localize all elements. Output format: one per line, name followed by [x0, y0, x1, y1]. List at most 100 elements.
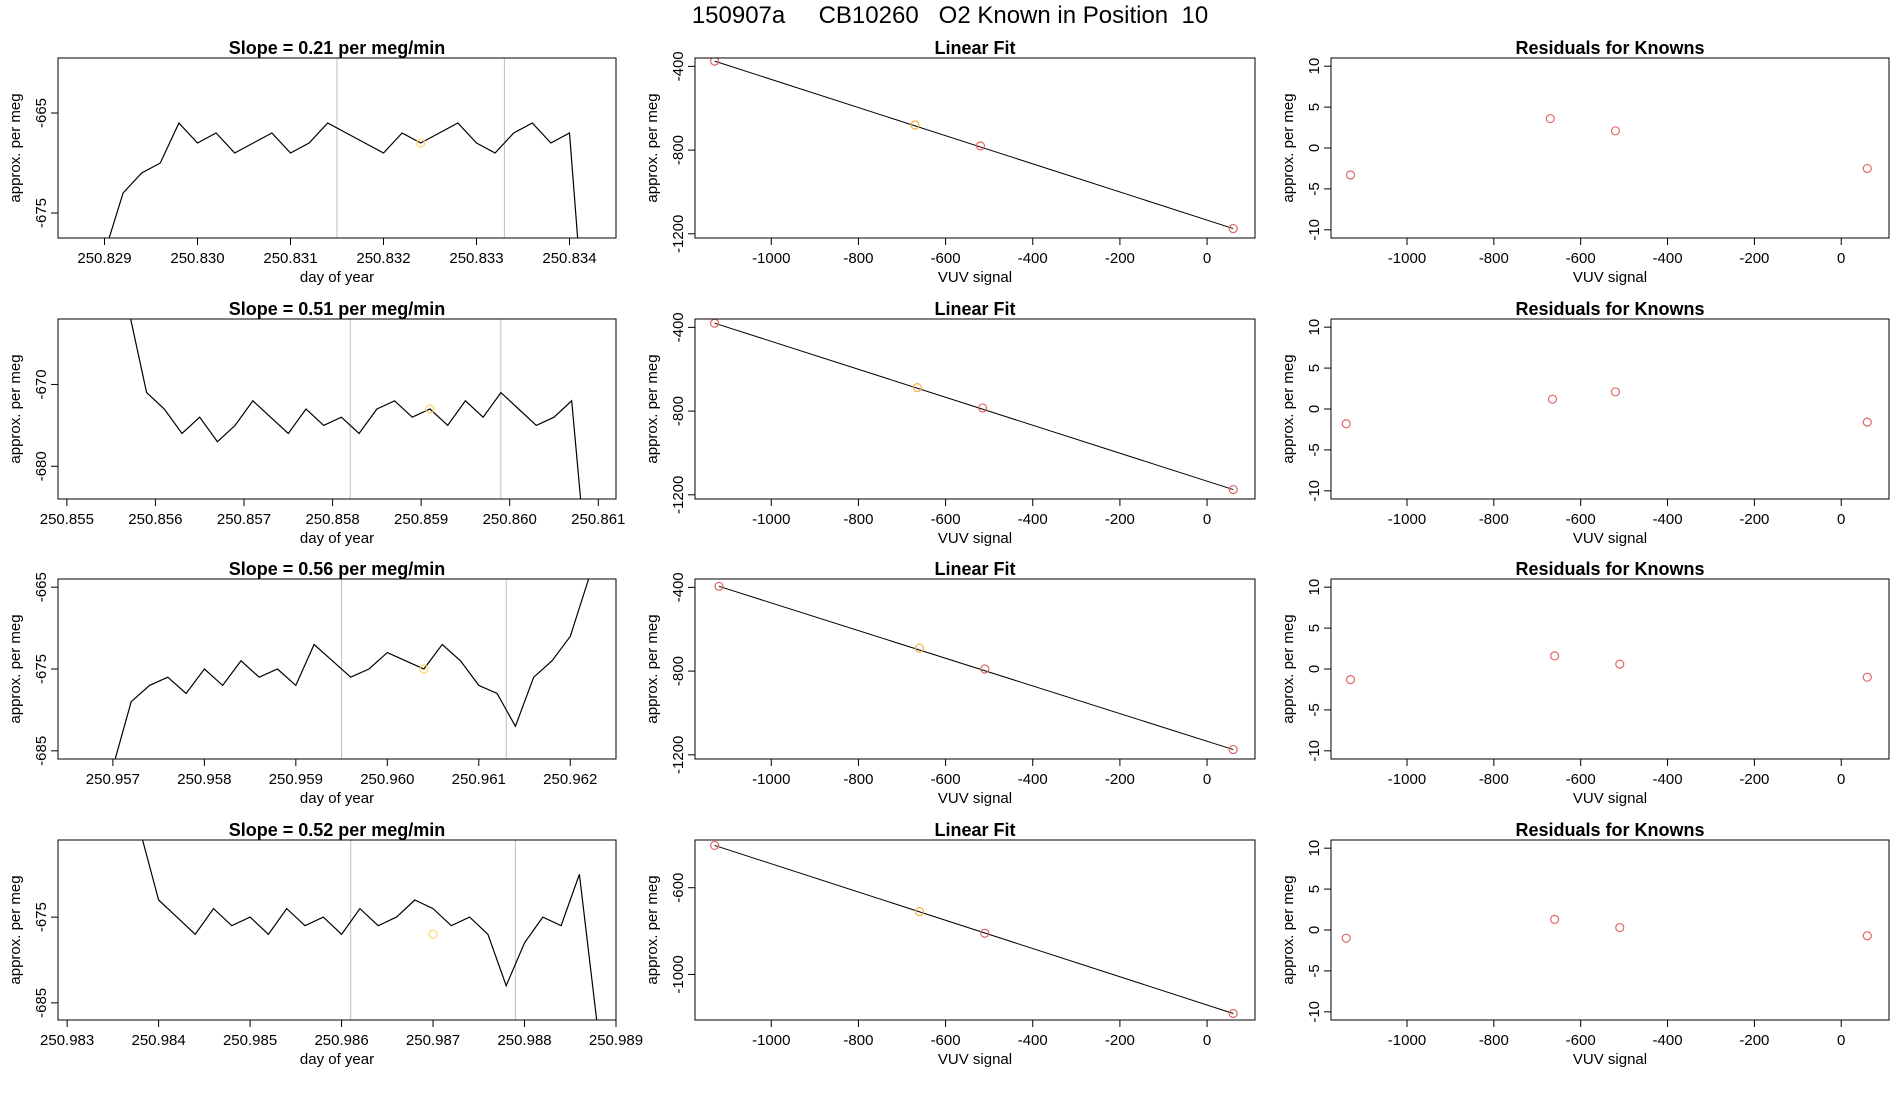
x-axis-label: VUV signal	[1573, 790, 1647, 807]
x-tick-label: 250.957	[86, 771, 140, 788]
known-point	[710, 840, 720, 851]
y-axis-label: approx. per meg	[644, 354, 661, 463]
x-axis-label: VUV signal	[938, 1051, 1012, 1068]
y-tick-label: -675	[33, 902, 50, 932]
x-tick-label: -600	[931, 771, 961, 788]
plot-frame	[694, 318, 1256, 500]
x-tick-label: -800	[843, 1032, 873, 1049]
series-line	[108, 121, 579, 238]
series-line	[130, 319, 582, 499]
y-tick-label: 10	[1306, 319, 1323, 336]
y-tick-label: -1200	[670, 476, 687, 514]
y-tick-label: -10	[1306, 740, 1323, 762]
x-tick-label: 250.958	[177, 771, 231, 788]
x-tick-label: 250.832	[356, 250, 410, 267]
x-tick-label: 250.988	[497, 1032, 551, 1049]
plot-frame	[694, 57, 1256, 239]
x-tick-label: -400	[1018, 250, 1048, 267]
y-axis-label: approx. per meg	[644, 875, 661, 984]
series-line	[141, 840, 598, 1020]
x-tick-label: 250.831	[263, 250, 317, 267]
panel-1: Slope = 0.21 per meg/min day of year appro…	[7, 38, 617, 286]
x-tick-label: 250.830	[170, 250, 224, 267]
known-point	[1615, 659, 1625, 669]
y-tick-label: 10	[1306, 58, 1323, 75]
panel-8: Linear Fit VUV signal approx. per meg -1000…	[644, 559, 1256, 807]
x-axis-label: VUV signal	[938, 269, 1012, 286]
plot-area	[114, 579, 590, 759]
y-tick-label: -685	[33, 736, 50, 766]
y-tick-label: -1200	[670, 736, 687, 774]
y-tick-label: 5	[1306, 103, 1323, 111]
plot-area	[1341, 914, 1872, 943]
x-tick-label: -800	[1479, 771, 1509, 788]
x-tick-label: -400	[1653, 511, 1683, 528]
plot-area	[710, 840, 1238, 1019]
x-tick-label: 250.834	[542, 250, 596, 267]
known-point	[1228, 484, 1238, 495]
known-point	[1550, 651, 1560, 661]
x-axis-label: VUV signal	[1573, 1051, 1647, 1068]
y-tick-label: 5	[1306, 364, 1323, 372]
panel-7: Slope = 0.56 per meg/min day of year appro…	[7, 559, 617, 807]
y-axis-label: approx. per meg	[1280, 93, 1297, 202]
x-tick-label: -600	[1566, 771, 1596, 788]
x-tick-label: 0	[1837, 1032, 1845, 1049]
y-tick-label: -10	[1306, 1001, 1323, 1023]
panel-title: Slope = 0.56 per meg/min	[229, 559, 446, 579]
panel-4: Slope = 0.51 per meg/min day of year appro…	[7, 299, 625, 547]
x-axis-label: VUV signal	[1573, 269, 1647, 286]
x-tick-label: 250.985	[223, 1032, 277, 1049]
x-tick-label: 250.860	[483, 511, 537, 528]
panel-title: Residuals for Knowns	[1515, 820, 1704, 840]
y-tick-label: -665	[33, 572, 50, 602]
x-tick-label: 250.861	[571, 511, 625, 528]
y-tick-label: -5	[1306, 964, 1323, 977]
panel-2: Linear Fit VUV signal approx. per meg -1000…	[644, 38, 1256, 286]
y-tick-label: -670	[33, 369, 50, 399]
x-tick-label: -600	[931, 1032, 961, 1049]
x-axis-label: day of year	[300, 1051, 374, 1068]
y-tick-label: 5	[1306, 885, 1323, 893]
x-tick-label: 0	[1837, 771, 1845, 788]
x-tick-label: -200	[1739, 250, 1769, 267]
panel-10: Slope = 0.52 per meg/min day of year appro…	[7, 820, 643, 1068]
known-point	[980, 928, 990, 938]
panel-title: Slope = 0.21 per meg/min	[229, 38, 446, 58]
y-tick-label: -5	[1306, 443, 1323, 456]
x-tick-label: -1000	[752, 1032, 790, 1049]
x-tick-label: -200	[1739, 1032, 1769, 1049]
y-tick-label: 0	[1306, 144, 1323, 152]
known-point	[978, 403, 988, 413]
plot-frame	[1330, 57, 1890, 239]
x-tick-label: -400	[1653, 250, 1683, 267]
sample-marker	[416, 138, 426, 148]
y-axis-label: approx. per meg	[7, 614, 24, 723]
panel-title: Residuals for Knowns	[1515, 559, 1704, 579]
y-tick-label: 5	[1306, 624, 1323, 632]
plot-frame	[57, 578, 617, 760]
known-point	[1228, 223, 1238, 234]
plot-frame	[694, 578, 1256, 760]
y-axis-label: approx. per meg	[7, 354, 24, 463]
fit-line	[714, 322, 1234, 491]
x-tick-label: -200	[1105, 771, 1135, 788]
x-axis-label: VUV signal	[938, 790, 1012, 807]
known-point	[1345, 675, 1356, 685]
x-tick-label: 250.829	[77, 250, 131, 267]
panel-6: Residuals for Knowns VUV signal approx. pe…	[1280, 299, 1890, 547]
y-tick-label: -400	[670, 572, 687, 602]
x-tick-label: 250.857	[217, 511, 271, 528]
x-tick-label: -1000	[1388, 250, 1426, 267]
x-tick-label: -1000	[1388, 511, 1426, 528]
x-tick-label: -400	[1018, 511, 1048, 528]
known-point	[1862, 931, 1872, 941]
x-tick-label: -1000	[1388, 1032, 1426, 1049]
x-tick-label: 250.983	[40, 1032, 94, 1049]
x-tick-label: -400	[1018, 771, 1048, 788]
y-axis-label: approx. per meg	[644, 93, 661, 202]
plot-area	[141, 840, 598, 1020]
plot-frame	[57, 57, 617, 239]
panel-12: Residuals for Knowns VUV signal approx. pe…	[1280, 820, 1890, 1068]
y-tick-label: 0	[1306, 405, 1323, 413]
